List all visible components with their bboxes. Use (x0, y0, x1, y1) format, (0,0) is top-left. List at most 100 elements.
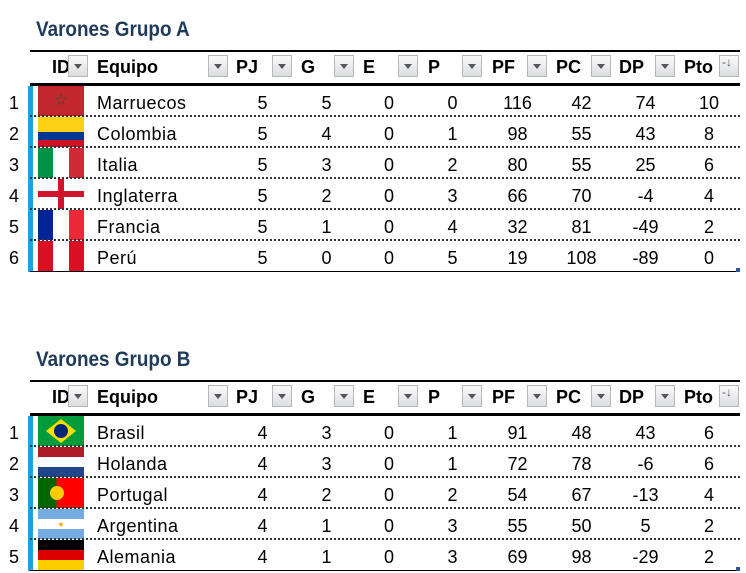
argentina-flag-icon: ● (38, 509, 84, 539)
cell-pf: 91 (507, 423, 528, 443)
filter-dropdown-button[interactable] (655, 55, 675, 77)
cell-pc: 67 (571, 485, 592, 505)
table-resize-handle[interactable] (736, 567, 740, 571)
filter-dropdown-button[interactable] (398, 385, 418, 407)
cell-g: 3 (321, 423, 332, 443)
cell-pc: 108 (566, 248, 597, 268)
filter-dropdown-button[interactable] (272, 55, 292, 77)
column-header: PJ (236, 57, 259, 77)
cell-dp: 25 (635, 155, 656, 175)
column-header: PJ (236, 387, 259, 407)
filter-dropdown-button[interactable] (591, 385, 611, 407)
filter-dropdown-button[interactable] (334, 385, 354, 407)
cell-pf: 19 (507, 248, 528, 268)
team-name: Portugal (97, 485, 169, 505)
selection-bar (28, 86, 33, 117)
cell-g: 0 (321, 248, 332, 268)
cell-dp: 43 (635, 124, 656, 144)
cell-p: 2 (447, 485, 458, 505)
sort-filter-button[interactable] (719, 385, 739, 407)
filter-dropdown-button[interactable] (462, 55, 482, 77)
cell-dp: 5 (640, 516, 651, 536)
row-id: 2 (8, 454, 19, 474)
table-row: 6 Perú 5 0 0 5 19 108 -89 0 (0, 241, 746, 272)
cell-pf: 32 (507, 217, 528, 237)
cell-e: 0 (383, 217, 394, 237)
filter-dropdown-button[interactable] (208, 55, 228, 77)
selection-bar (28, 148, 33, 179)
team-name: Perú (97, 248, 138, 268)
filter-dropdown-button[interactable] (591, 55, 611, 77)
filter-dropdown-button[interactable] (272, 385, 292, 407)
cell-e: 0 (383, 248, 394, 268)
cell-pf: 55 (507, 516, 528, 536)
row-id: 1 (8, 423, 19, 443)
cell-p: 0 (447, 93, 458, 113)
cell-e: 0 (383, 516, 394, 536)
cell-pj: 4 (257, 423, 268, 443)
table-resize-handle[interactable] (736, 268, 740, 272)
cell-pc: 55 (571, 155, 592, 175)
cell-pj: 5 (257, 248, 268, 268)
column-header: Equipo (97, 387, 158, 407)
cell-e: 0 (383, 454, 394, 474)
column-header: G (301, 57, 316, 77)
filter-dropdown-button[interactable] (527, 385, 547, 407)
group-title: Varones Grupo A (36, 18, 190, 41)
selection-bar (28, 117, 33, 148)
cell-pf: 72 (507, 454, 528, 474)
cell-g: 3 (321, 454, 332, 474)
cell-pto: 10 (698, 93, 720, 113)
cell-pj: 4 (257, 547, 268, 567)
cell-g: 1 (321, 547, 332, 567)
cell-p: 3 (447, 186, 458, 206)
team-name: Holanda (97, 454, 168, 474)
row-id: 6 (8, 248, 19, 268)
selection-bar (28, 478, 33, 509)
column-header: E (363, 387, 376, 407)
filter-dropdown-button[interactable] (398, 55, 418, 77)
table-row: 4 Inglaterra 5 2 0 3 66 70 -4 4 (0, 179, 746, 210)
cell-p: 1 (447, 124, 458, 144)
cell-pto: 6 (703, 454, 714, 474)
filter-dropdown-button[interactable] (462, 385, 482, 407)
cell-p: 3 (447, 516, 458, 536)
column-header: PC (556, 57, 582, 77)
cell-e: 0 (383, 485, 394, 505)
cell-pc: 70 (571, 186, 592, 206)
cell-p: 3 (447, 547, 458, 567)
cell-pf: 69 (507, 547, 528, 567)
cell-pf: 80 (507, 155, 528, 175)
filter-dropdown-button[interactable] (527, 55, 547, 77)
column-header: PF (492, 387, 516, 407)
column-header: PC (556, 387, 582, 407)
row-id: 3 (8, 485, 19, 505)
filter-dropdown-button[interactable] (334, 55, 354, 77)
cell-pj: 5 (257, 186, 268, 206)
cell-dp: 43 (635, 423, 656, 443)
team-name: Colombia (97, 124, 178, 144)
column-header: Pto (684, 387, 713, 407)
cell-pj: 5 (257, 217, 268, 237)
filter-dropdown-button[interactable] (208, 385, 228, 407)
cell-pc: 98 (571, 547, 592, 567)
filter-dropdown-button[interactable] (655, 385, 675, 407)
table-row: 2 Holanda 4 3 0 1 72 78 -6 6 (0, 447, 746, 478)
cell-dp: -29 (632, 547, 659, 567)
row-id: 5 (8, 547, 19, 567)
group-title: Varones Grupo B (36, 348, 191, 371)
filter-dropdown-button[interactable] (68, 385, 88, 407)
table-row: 3 Italia 5 3 0 2 80 55 25 6 (0, 148, 746, 179)
cell-g: 1 (321, 516, 332, 536)
cell-e: 0 (383, 124, 394, 144)
cell-dp: -49 (632, 217, 659, 237)
filter-dropdown-button[interactable] (68, 55, 88, 77)
table-row: 1 ☆ Marruecos 5 5 0 0 116 42 74 10 (0, 86, 746, 117)
cell-g: 3 (321, 155, 332, 175)
table-row: 1 Brasil 4 3 0 1 91 48 43 6 (0, 416, 746, 447)
sort-filter-button[interactable] (719, 55, 739, 77)
cell-pto: 2 (703, 516, 714, 536)
cell-dp: -6 (637, 454, 654, 474)
